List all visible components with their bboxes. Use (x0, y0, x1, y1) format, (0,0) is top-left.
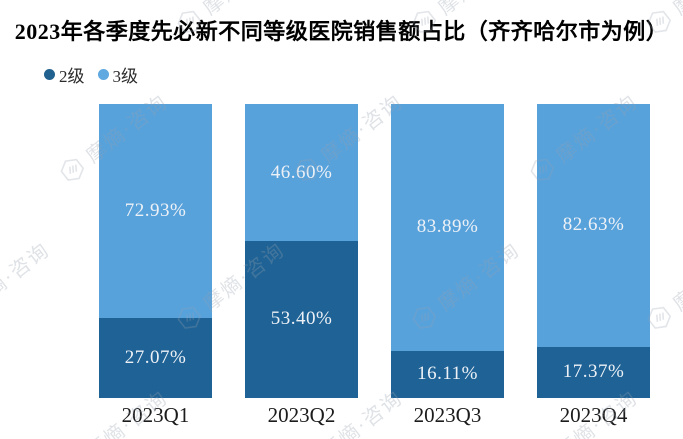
x-tick-label: 2023Q1 (121, 403, 190, 427)
legend-swatch-tier3-icon (97, 69, 109, 80)
bar-segment-tier2: 16.11% (391, 350, 504, 398)
bar-segment-tier3: 83.89% (391, 104, 504, 351)
plot-area: 72.93% 27.07% 46.60% 53.40% 83.89% 16.11% 82.6… (0, 104, 683, 398)
legend-label-tier3: 3级 (112, 67, 139, 86)
bar-segment-tier2: 53.40% (245, 241, 358, 398)
bar-value-label: 53.40% (270, 308, 333, 330)
x-axis: 2023Q1 2023Q2 2023Q3 2023Q4 (0, 403, 683, 433)
x-tick-label: 2023Q2 (267, 403, 336, 427)
bar-value-label: 16.11% (417, 363, 478, 385)
bar-value-label: 27.07% (124, 347, 187, 369)
stacked-bar: 46.60% 53.40% (245, 104, 358, 398)
legend-item-tier2: 2级 (44, 62, 85, 87)
legend-swatch-tier2-icon (44, 69, 55, 80)
bar-segment-tier3: 72.93% (99, 104, 212, 319)
bar-segment-tier2: 27.07% (99, 318, 212, 398)
legend-label-tier2: 2级 (59, 67, 85, 86)
x-tick-label: 2023Q3 (413, 403, 482, 427)
bar-value-label: 17.37% (562, 361, 625, 383)
bar-segment-tier2: 17.37% (537, 346, 650, 398)
bar-value-label: 72.93% (124, 200, 187, 222)
bar-value-label: 83.89% (416, 216, 479, 238)
x-tick-label: 2023Q4 (559, 403, 628, 427)
chart-title: 2023年各季度先必新不同等级医院销售额占比（齐齐哈尔市为例） (14, 19, 669, 44)
legend-item-tier3: 3级 (97, 62, 139, 87)
bar-segment-tier3: 82.63% (537, 104, 650, 347)
bar-value-label: 46.60% (270, 161, 333, 183)
bar-segment-tier3: 46.60% (245, 104, 358, 241)
stacked-bar: 82.63% 17.37% (537, 104, 650, 398)
stacked-bar: 72.93% 27.07% (99, 104, 212, 398)
stacked-bar: 83.89% 16.11% (391, 104, 504, 398)
legend: 2级 3级 (44, 62, 138, 87)
bar-value-label: 82.63% (562, 214, 625, 236)
